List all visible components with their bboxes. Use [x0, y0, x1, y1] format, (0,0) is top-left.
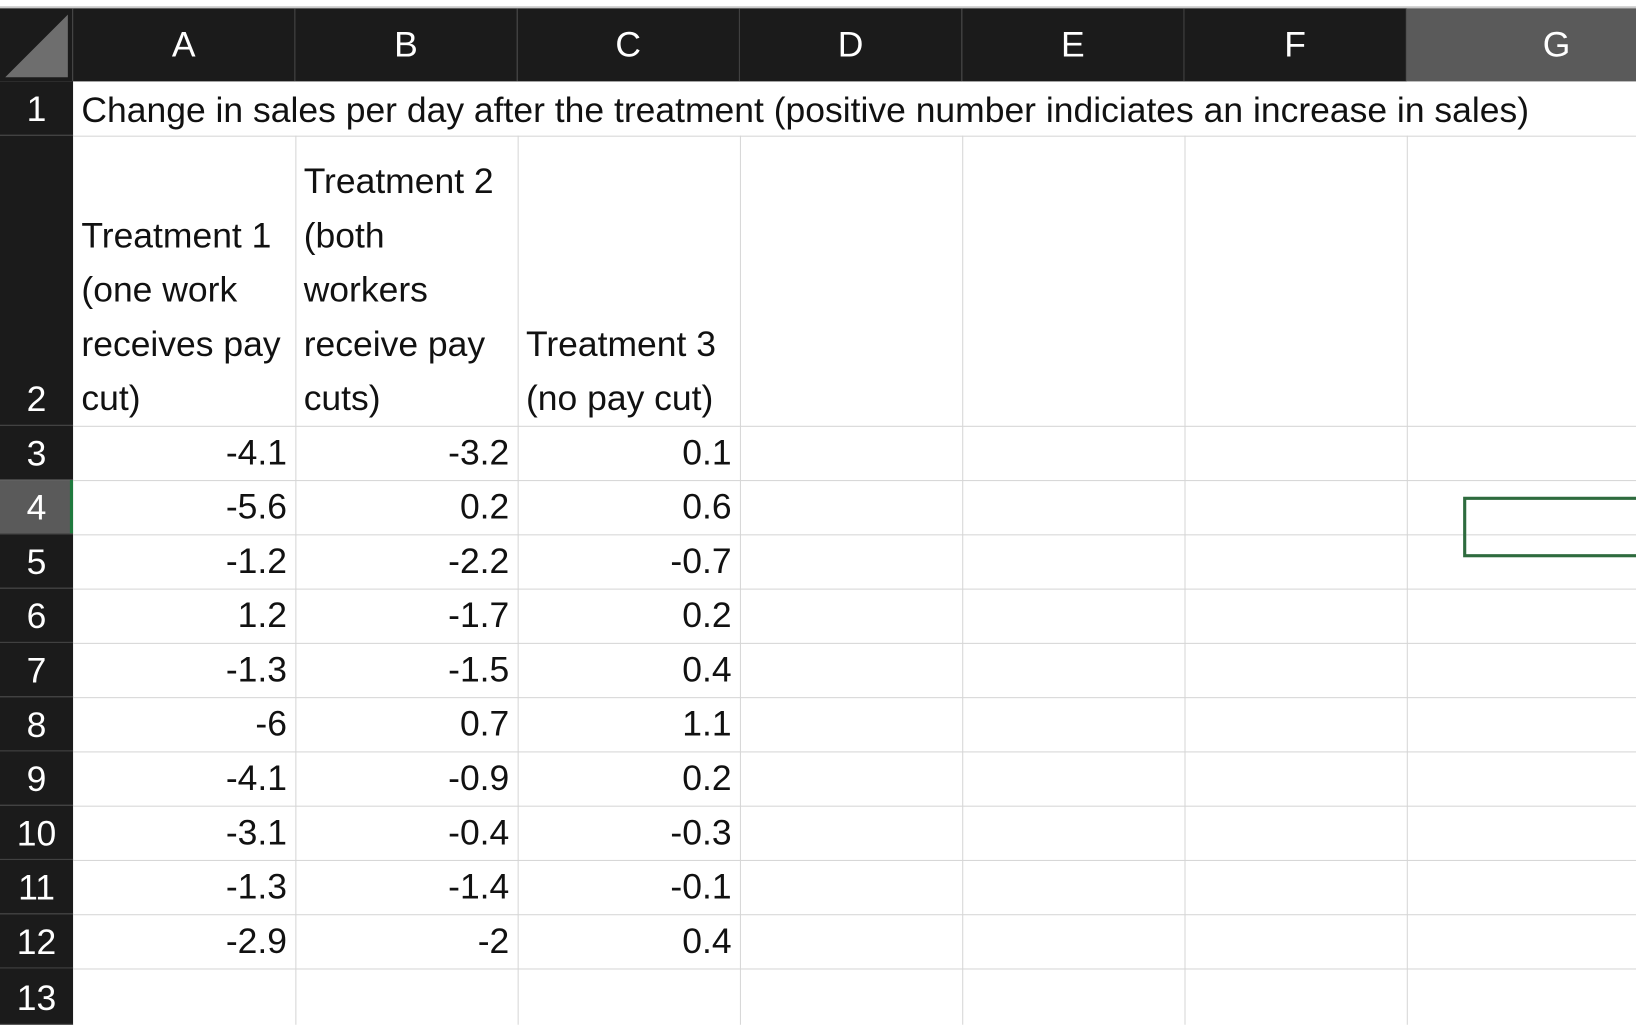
gridline	[517, 135, 519, 1025]
gridline	[295, 135, 297, 1025]
data-cell-a12[interactable]: -2.9	[225, 921, 287, 962]
data-cell-c10[interactable]: -0.3	[670, 812, 732, 853]
gridline	[962, 135, 964, 1025]
header-cell-c2[interactable]: Treatment 3 (no pay cut)	[518, 136, 740, 426]
row-header-1[interactable]: 1	[0, 81, 74, 136]
row-header-7[interactable]: 7	[0, 642, 74, 698]
row-header-10[interactable]: 10	[0, 805, 74, 860]
data-cell-c6[interactable]: 0.2	[682, 595, 732, 636]
column-header-b[interactable]: B	[295, 8, 518, 82]
row-header-6[interactable]: 6	[0, 588, 74, 643]
column-header-f[interactable]: F	[1184, 8, 1407, 82]
gridline	[73, 697, 1636, 699]
row-header-4[interactable]: 4	[0, 480, 74, 535]
header-text-treatment-1: Treatment 1 (one work receives pay cut)	[81, 216, 281, 419]
title-cell-a1[interactable]: Change in sales per day after the treatm…	[81, 90, 1530, 131]
data-cell-c11[interactable]: -0.1	[670, 867, 732, 907]
row-header-2[interactable]: 2	[0, 135, 74, 426]
data-cell-c7[interactable]: 0.4	[682, 650, 732, 690]
row-header-5[interactable]: 5	[0, 534, 74, 589]
row-header-12[interactable]: 12	[0, 914, 74, 969]
header-text-treatment-2: Treatment 2 (both workers receive pay cu…	[303, 161, 494, 419]
data-cell-a7[interactable]: -1.3	[225, 650, 287, 690]
data-cell-a3[interactable]: -4.1	[225, 433, 287, 473]
gridline	[73, 135, 1636, 137]
row-header-3[interactable]: 3	[0, 425, 74, 481]
column-header-g[interactable]: G	[1406, 8, 1636, 82]
data-cell-a8[interactable]: -6	[255, 704, 287, 745]
column-header-e[interactable]: E	[962, 8, 1185, 82]
gridline	[73, 805, 1636, 807]
column-header-d[interactable]: D	[739, 8, 963, 82]
data-cell-c5[interactable]: -0.7	[670, 541, 732, 582]
select-all-icon	[5, 14, 68, 78]
data-cell-b10[interactable]: -0.4	[448, 812, 510, 853]
data-cell-b8[interactable]: 0.7	[459, 704, 510, 745]
data-cell-b7[interactable]: -1.5	[448, 650, 510, 690]
active-cell-g4[interactable]	[1463, 496, 1636, 558]
data-cell-a6[interactable]: 1.2	[237, 595, 287, 636]
header-text-treatment-3: Treatment 3 (no pay cut)	[525, 324, 716, 419]
data-cell-c9[interactable]: 0.2	[682, 758, 732, 799]
toolbar-edge	[0, 0, 1636, 9]
data-cell-a9[interactable]: -4.1	[225, 758, 287, 799]
column-header-a[interactable]: A	[73, 8, 296, 82]
gridline	[73, 642, 1636, 644]
data-cell-c4[interactable]: 0.6	[682, 487, 732, 528]
data-cell-b5[interactable]: -2.2	[448, 541, 510, 582]
gridline	[73, 425, 1636, 427]
header-cell-b2[interactable]: Treatment 2 (both workers receive pay cu…	[295, 136, 517, 426]
data-cell-b4[interactable]: 0.2	[459, 487, 510, 528]
data-cell-b9[interactable]: -0.9	[448, 758, 510, 799]
data-cell-b3[interactable]: -3.2	[448, 433, 510, 473]
data-cell-a10[interactable]: -3.1	[225, 812, 287, 853]
row-header-11[interactable]: 11	[0, 859, 74, 915]
row-header-8[interactable]: 8	[0, 697, 74, 752]
data-cell-c3[interactable]: 0.1	[682, 433, 732, 473]
gridline	[73, 859, 1636, 861]
gridline	[739, 135, 741, 1025]
data-cell-c8[interactable]: 1.1	[682, 704, 732, 745]
header-cell-a2[interactable]: Treatment 1 (one work receives pay cut)	[73, 136, 295, 426]
row-header-13[interactable]: 13	[0, 968, 74, 1025]
gridline	[73, 914, 1636, 916]
data-cell-a5[interactable]: -1.2	[225, 541, 287, 582]
data-cell-b11[interactable]: -1.4	[448, 867, 510, 907]
data-cell-b12[interactable]: -2	[477, 921, 510, 962]
data-cell-c12[interactable]: 0.4	[682, 921, 732, 962]
data-cell-b6[interactable]: -1.7	[448, 595, 510, 636]
gridline	[1406, 135, 1408, 1025]
column-header-c[interactable]: C	[517, 8, 740, 82]
row-header-9[interactable]: 9	[0, 751, 74, 806]
gridline	[1184, 135, 1186, 1025]
select-all-button[interactable]	[0, 8, 74, 82]
gridline	[73, 480, 1636, 482]
gridline	[73, 968, 1636, 970]
data-cell-a11[interactable]: -1.3	[225, 867, 287, 907]
gridline	[73, 751, 1636, 753]
gridline	[73, 534, 1636, 536]
gridline	[73, 588, 1636, 590]
data-cell-a4[interactable]: -5.6	[225, 487, 287, 528]
